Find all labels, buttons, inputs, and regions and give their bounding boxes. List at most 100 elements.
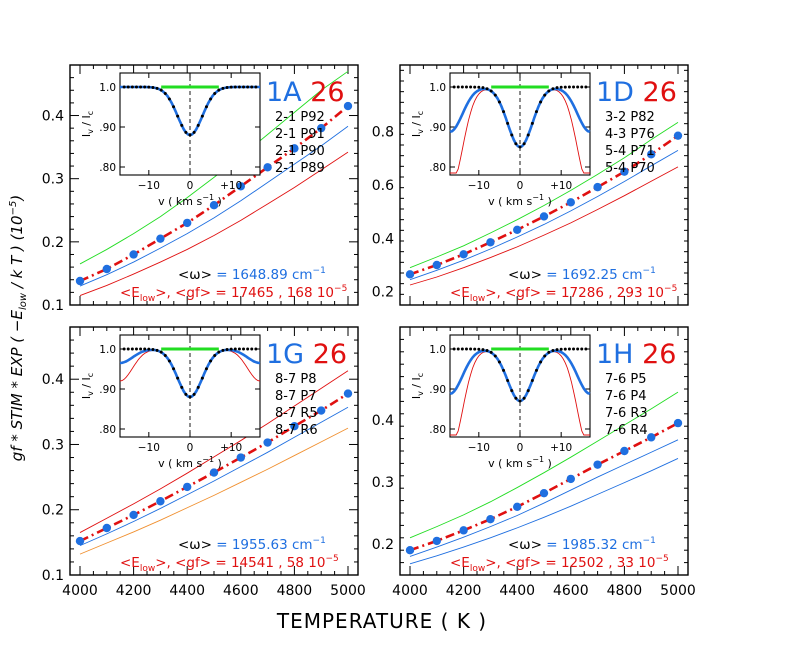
inset-profile-point (460, 347, 464, 351)
panel-id: 1H (596, 339, 633, 370)
y-axis-label-close: ) (8, 195, 26, 202)
x-tick-label: 4400 (169, 583, 205, 599)
inset-line-profile-icon: 1.0.90.80−10 0 +10v ( km s−1 )Iv / Ic (80, 334, 261, 470)
inset-profile-point (139, 85, 143, 89)
panel-number: 26 (634, 77, 677, 108)
inset-x-tick-label: +10 (550, 180, 572, 192)
inset-y-label-slash: / I (80, 377, 93, 391)
inset-profile-point (534, 368, 538, 372)
data-point (317, 406, 326, 415)
inset-profile-point (246, 347, 250, 351)
inset-profile-point (143, 85, 147, 89)
inset-profile-point (497, 360, 501, 364)
series-line-lower (79, 406, 349, 547)
inset-y-label-slash: / I (410, 115, 423, 129)
inset-profile-point (456, 85, 460, 89)
elow-sub: low (470, 564, 485, 574)
inset-profile-point (180, 385, 184, 389)
inset-profile-point (497, 100, 501, 104)
data-point (236, 182, 245, 191)
data-point (539, 212, 549, 221)
omega-text: <ω> = 1648.89 cm−1 (178, 266, 326, 283)
transition-line: 8-7 P8 (275, 372, 316, 387)
inset-profile-point (567, 85, 571, 89)
inset-profile-point (184, 392, 188, 396)
inset-profile-point (493, 93, 497, 97)
y-tick-label: 0.6 (372, 178, 394, 194)
elow-text: <Elow>, <gf> = 17465 , 168 10−5 (120, 284, 347, 304)
inset-x-label: v ( km s−1 ) (488, 193, 552, 208)
inset-y-label-sub1: v (86, 391, 95, 396)
elow-value: = 12502 , 33 10 (545, 555, 655, 571)
inset-y-tick-label: .90 (99, 384, 116, 396)
inset-y-tick-label: .90 (429, 122, 446, 134)
data-point (647, 433, 656, 442)
series-line-lowest (409, 166, 679, 286)
data-point (673, 131, 683, 140)
inset-profile-point (159, 350, 163, 354)
x-tick-label: 4800 (607, 583, 643, 599)
inset-x-label-main: v ( km s (158, 195, 202, 208)
data-point (343, 101, 353, 111)
x-tick-label: 4800 (277, 583, 313, 599)
inset-x-label-sup: −1 (532, 455, 544, 464)
data-point (620, 167, 629, 176)
data-point (432, 536, 441, 546)
inset-profile-point (134, 347, 138, 351)
inset-y-tick-label: 1.0 (99, 344, 116, 356)
inset-profile-point (580, 85, 584, 89)
x-tick-label: 4000 (62, 583, 98, 599)
data-point (102, 264, 112, 274)
inset-y-label-i: I (410, 396, 423, 399)
y-tick-label: 0.8 (372, 125, 394, 141)
inset-y-label-sub2: c (86, 111, 95, 115)
inset-y-tick-label: .80 (99, 162, 116, 174)
data-point (486, 515, 495, 524)
transition-line: 8-7 R5 (275, 406, 318, 421)
elow-sup: −5 (325, 554, 338, 564)
y-tick-label: 0.2 (42, 503, 64, 519)
inset-profile-point (180, 123, 184, 127)
inset-x-label-sup: −1 (202, 455, 214, 464)
panel-number: 26 (304, 339, 347, 370)
inset-profile-point (510, 133, 514, 137)
elow-gf: >, <gf> (155, 285, 215, 301)
transition-line: 5-4 P70 (605, 161, 655, 176)
data-point (513, 225, 522, 234)
inset-y-label-i: I (80, 134, 93, 137)
transition-line: 3-2 P82 (605, 110, 655, 125)
inset-x-label-main: v ( km s (488, 457, 532, 470)
omega-text: <ω> = 1692.25 cm−1 (508, 266, 656, 283)
inset-profile-point (514, 142, 518, 146)
inset-x-tick-label: 0 (517, 180, 524, 192)
inset-profile-point (547, 89, 551, 93)
panel-id: 1A (266, 77, 302, 108)
inset-y-label-slash: / I (410, 377, 423, 391)
x-tick-label: 5000 (330, 583, 366, 599)
y-axis-label-tail: / k T ) (10 (8, 215, 26, 293)
y-axis-label-sup: −5 (8, 201, 19, 216)
transition-line: 7-6 P5 (605, 372, 646, 387)
inset-profile-point (217, 350, 221, 354)
omega-sup: −1 (643, 536, 656, 546)
x-tick-label: 5000 (660, 583, 696, 599)
series-line-upper (79, 70, 349, 265)
y-tick-label: 0.4 (42, 109, 64, 125)
data-point (593, 460, 602, 469)
inset-y-label-sub1: v (86, 129, 95, 134)
inset-profile-point (130, 347, 134, 351)
inset-profile-point (172, 105, 176, 109)
transition-line: 2-1 P90 (275, 144, 325, 159)
inset-profile-point (196, 385, 200, 389)
inset-x-label: v ( km s−1 ) (158, 455, 222, 470)
inset-x-label: v ( km s−1 ) (158, 193, 222, 208)
x-tick-label: 4400 (499, 583, 535, 599)
inset-profile-point (217, 88, 221, 92)
inset-profile-point (155, 348, 159, 352)
data-point (405, 270, 415, 279)
y-axis-label-main: gf * STIM * EXP ( −E (8, 310, 26, 462)
inset-y-label-sub2: c (416, 111, 425, 115)
elow-text: <Elow>, <gf> = 17286 , 293 10−5 (450, 284, 677, 304)
panels-group: 0.1 0.2 0.3 0.4 1A 26 2-1 P92 2-1 P91 2-1 P90 2-… (42, 64, 696, 599)
